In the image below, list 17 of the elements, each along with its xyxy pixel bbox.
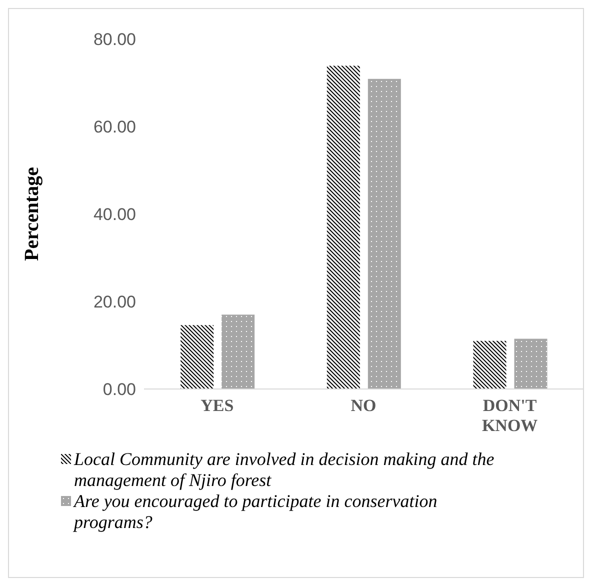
x-tick-label: DON'T KNOW [482,396,538,435]
y-axis-title: Percentage [21,166,44,262]
y-tick-label: 40.00 [93,205,136,224]
legend-label: Local Community are involved in decision making and the management of Njiro forest [74,449,496,491]
y-tick-label: 80.00 [93,30,136,50]
bar [473,340,506,389]
x-tick-label: NO [350,396,376,415]
bar [368,78,401,389]
bar [180,325,214,389]
bar [514,338,548,389]
bar [222,314,255,389]
y-tick-label: 0.00 [102,380,136,400]
y-tick-label: 60.00 [93,118,136,137]
legend-label: Are you encouraged to participate in conservation programs? [74,491,438,533]
y-tick-label: 20.00 [93,292,136,312]
x-tick-label: YES [200,396,234,415]
bar [326,66,360,389]
